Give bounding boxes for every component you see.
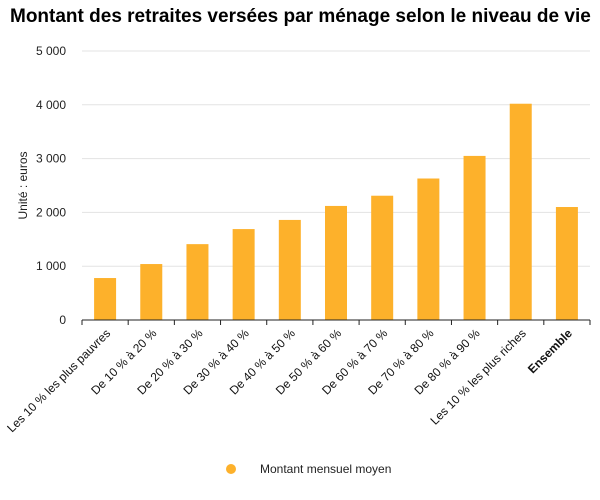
y-tick-label: 1 000 — [36, 259, 66, 273]
bar — [417, 178, 440, 320]
bars — [94, 103, 578, 320]
x-tick-label: Les 10 % les plus riches — [427, 326, 528, 427]
bar — [94, 278, 117, 320]
bar — [186, 244, 209, 320]
bar — [232, 229, 255, 320]
y-tick-label: 4 000 — [36, 98, 66, 112]
x-axis — [81, 319, 591, 325]
bar — [509, 103, 532, 320]
bar — [555, 207, 578, 320]
legend-label: Montant mensuel moyen — [260, 462, 392, 476]
chart-title: Montant des retraites versées par ménage… — [10, 6, 591, 27]
y-tick-label: 0 — [59, 313, 66, 327]
y-tick-label: 5 000 — [36, 44, 66, 58]
bar — [371, 195, 394, 320]
y-axis-ticks: 0 1 000 2 000 3 000 4 000 5 000 — [36, 44, 66, 327]
legend: Montant mensuel moyen — [226, 462, 391, 476]
y-tick-label: 3 000 — [36, 152, 66, 166]
y-axis-title: Unité : euros — [16, 151, 30, 219]
x-tick-label: Ensemble — [525, 326, 575, 376]
y-tick-label: 2 000 — [36, 205, 66, 219]
bar — [278, 219, 301, 320]
bar — [463, 155, 486, 320]
bar — [325, 205, 347, 320]
bar — [140, 264, 163, 320]
legend-marker — [226, 464, 236, 474]
